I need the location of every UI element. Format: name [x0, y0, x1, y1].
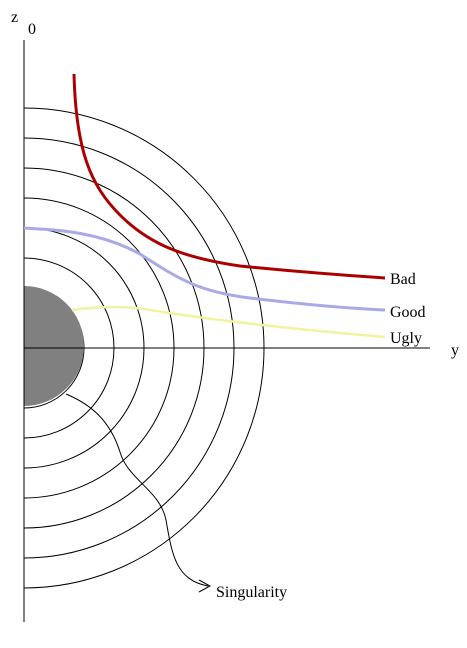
singularity-label: Singularity — [216, 584, 287, 601]
ugly-label: Ugly — [390, 330, 422, 347]
z-axis-subscript: 0 — [28, 21, 36, 38]
ugly-curve — [71, 305, 386, 339]
y-axis-label: y — [451, 342, 459, 359]
good-curve — [23, 226, 386, 312]
bad-curve — [72, 73, 386, 280]
singularity-leader-line — [65, 393, 209, 587]
good-label: Good — [390, 304, 426, 321]
singularity-arrowhead — [198, 579, 212, 593]
bad-label: Bad — [390, 271, 416, 288]
z-axis-label: z — [11, 9, 18, 26]
singularity-disk — [24, 286, 84, 406]
